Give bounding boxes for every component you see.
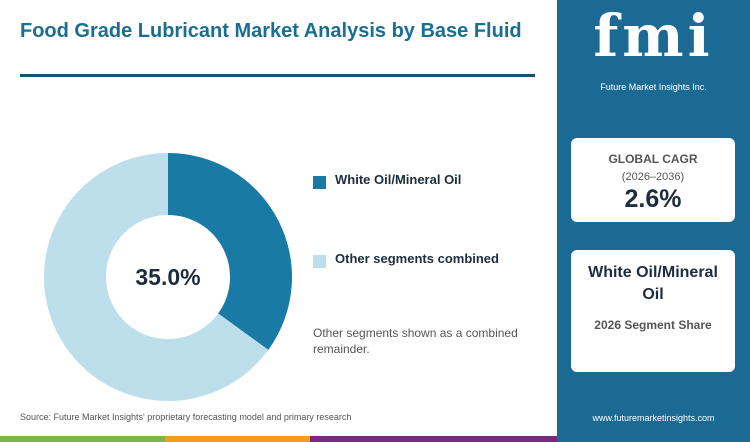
logo: fmi	[593, 2, 714, 70]
sidebar: fmi Future Market Insights Inc. GLOBAL C…	[557, 0, 750, 436]
legend-label: Other segments combined	[335, 251, 499, 266]
legend-swatch	[313, 176, 326, 189]
logo-subtitle: Future Market Insights Inc.	[600, 82, 707, 92]
strip-orange	[165, 436, 310, 442]
segment-box: White Oil/Mineral Oil 2026 Segment Share	[571, 250, 735, 372]
segment-name: White Oil/Mineral Oil	[588, 264, 718, 303]
cagr-period: (2026–2036)	[621, 171, 685, 183]
strip-blue	[557, 436, 750, 442]
chart-title: Food Grade Lubricant Market Analysis by …	[20, 20, 522, 42]
strip-purple	[310, 436, 557, 442]
title-rule	[20, 74, 535, 77]
note: Other segments shown as a combined remai…	[313, 326, 518, 356]
chart: 35.0%	[43, 153, 292, 401]
cagr-label: GLOBAL CAGR	[608, 152, 698, 166]
legend-label: White Oil/Mineral Oil	[335, 172, 462, 187]
donut-segment	[168, 153, 292, 350]
cagr-box: GLOBAL CAGR (2026–2036) 2.6%	[571, 138, 735, 222]
legend-swatch	[313, 255, 326, 268]
source: Source: Future Market Insights' propriet…	[20, 412, 352, 422]
url: www.futuremarketinsights.com	[592, 413, 715, 423]
donut-segment	[43, 153, 269, 401]
strip-green	[0, 436, 165, 442]
cagr-value: 2.6%	[624, 185, 682, 213]
segment-caption: 2026 Segment Share	[594, 318, 712, 332]
center-label: 35.0%	[135, 264, 200, 290]
